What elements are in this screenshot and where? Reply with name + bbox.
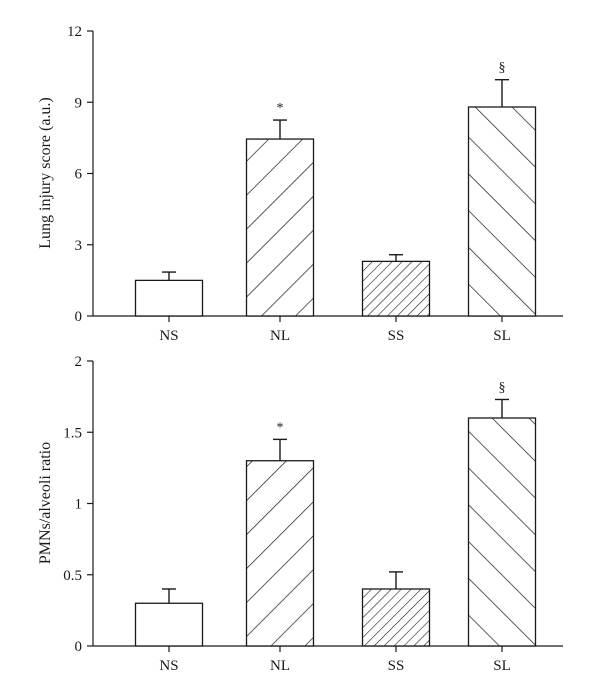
- significance-marker: §: [499, 61, 506, 76]
- y-tick-label: 0: [75, 639, 83, 655]
- y-tick-label: 1.5: [63, 425, 82, 441]
- bar-ns: [134, 279, 204, 317]
- bar-ss: [361, 260, 431, 317]
- x-category-label: SL: [493, 658, 511, 674]
- y-tick-label: 1: [75, 497, 83, 513]
- y-tick-label: 0: [75, 309, 83, 325]
- x-category-label: NL: [270, 328, 290, 344]
- x-category-label: NL: [270, 658, 290, 674]
- x-category-label: SS: [388, 328, 405, 344]
- x-category-label: NS: [159, 328, 178, 344]
- y-tick-label: 0.5: [63, 568, 82, 584]
- significance-marker: *: [277, 420, 284, 435]
- x-category-label: SL: [493, 328, 511, 344]
- y-tick-label: 3: [75, 238, 83, 254]
- x-category-label: SS: [388, 658, 405, 674]
- bar-nl: [245, 138, 315, 317]
- significance-marker: *: [277, 101, 284, 116]
- significance-marker: §: [499, 380, 506, 395]
- chart-lung-injury: Lung injury score (a.u.) 0 3 6 9 12 NS NL * SS SL…: [37, 24, 563, 344]
- y-axis-title-pmns-ratio: PMNs/alveoli ratio: [37, 442, 54, 564]
- plot-area-lung-injury: 0 3 6 9 12 NS NL * SS SL §: [67, 24, 563, 344]
- y-tick-label: 12: [67, 24, 82, 40]
- bar-ns: [134, 602, 204, 647]
- bar-ss: [361, 588, 431, 647]
- y-tick-label: 6: [75, 167, 83, 183]
- bar-sl: [467, 106, 537, 317]
- bar-sl: [467, 417, 537, 647]
- bar-nl: [245, 460, 315, 647]
- y-axis-title-lung-injury: Lung injury score (a.u.): [37, 97, 54, 249]
- y-tick-label: 2: [75, 354, 83, 370]
- plot-area-pmns-ratio: 0 0.5 1 1.5 2 NS NL * SS SL §: [63, 354, 563, 674]
- x-category-label: NS: [159, 658, 178, 674]
- chart-pmns-ratio: PMNs/alveoli ratio 0 0.5 1 1.5 2 NS NL * SS SL §: [37, 354, 563, 674]
- y-tick-label: 9: [75, 95, 83, 111]
